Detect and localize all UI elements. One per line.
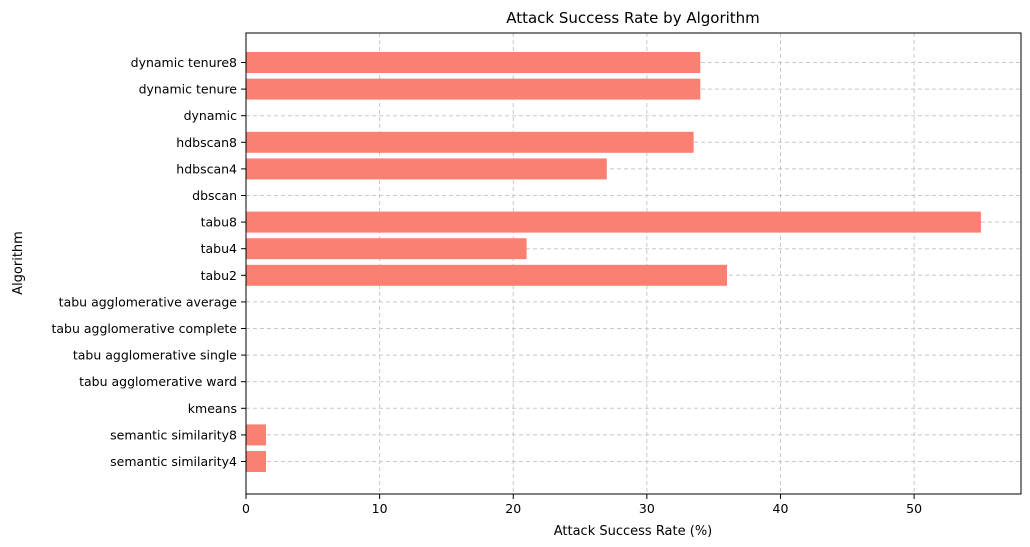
x-axis-ticks: 0 10 20 30 40 50 — [242, 494, 922, 516]
bars — [246, 52, 981, 472]
y-tick-label: tabu agglomerative single — [73, 348, 237, 363]
x-tick-label: 20 — [505, 501, 521, 516]
plot-frame — [245, 32, 1022, 495]
x-tick-label: 50 — [906, 501, 922, 516]
y-tick-label: tabu agglomerative complete — [51, 321, 237, 336]
bar — [246, 238, 527, 260]
y-tick-label: semantic similarity8 — [110, 427, 237, 442]
y-tick-label: hdbscan8 — [176, 135, 237, 150]
y-axis-ticks: semantic similarity4 semantic similarity8… — [51, 55, 246, 469]
y-tick-label: tabu agglomerative ward — [79, 374, 237, 389]
y-tick-label: hdbscan4 — [176, 161, 237, 176]
bar — [246, 52, 701, 73]
bar — [246, 131, 694, 153]
y-tick-label: tabu8 — [201, 215, 237, 230]
y-tick-label: dbscan — [192, 188, 237, 203]
x-tick-label: 30 — [639, 501, 655, 516]
bar — [246, 424, 267, 446]
grid-lines — [245, 33, 1021, 494]
y-tick-label: tabu2 — [201, 268, 237, 283]
y-tick-label: semantic similarity4 — [110, 454, 237, 469]
bar — [246, 211, 981, 233]
bar — [246, 78, 701, 100]
bar — [246, 264, 728, 286]
x-tick-label: 0 — [242, 501, 250, 516]
x-tick-label: 10 — [372, 501, 388, 516]
y-tick-label: tabu agglomerative average — [59, 294, 238, 309]
y-tick-label: kmeans — [188, 401, 237, 416]
x-tick-label: 40 — [773, 501, 789, 516]
x-axis-label: Attack Success Rate (%) — [554, 524, 713, 539]
bar — [246, 158, 607, 180]
bar — [246, 451, 267, 472]
chart-title: Attack Success Rate by Algorithm — [506, 9, 760, 27]
y-axis-label: Algorithm — [11, 231, 26, 295]
y-tick-label: dynamic — [184, 108, 238, 123]
y-tick-label: tabu4 — [201, 241, 237, 256]
y-tick-label: dynamic tenure — [139, 82, 238, 97]
y-tick-label: dynamic tenure8 — [131, 55, 237, 70]
